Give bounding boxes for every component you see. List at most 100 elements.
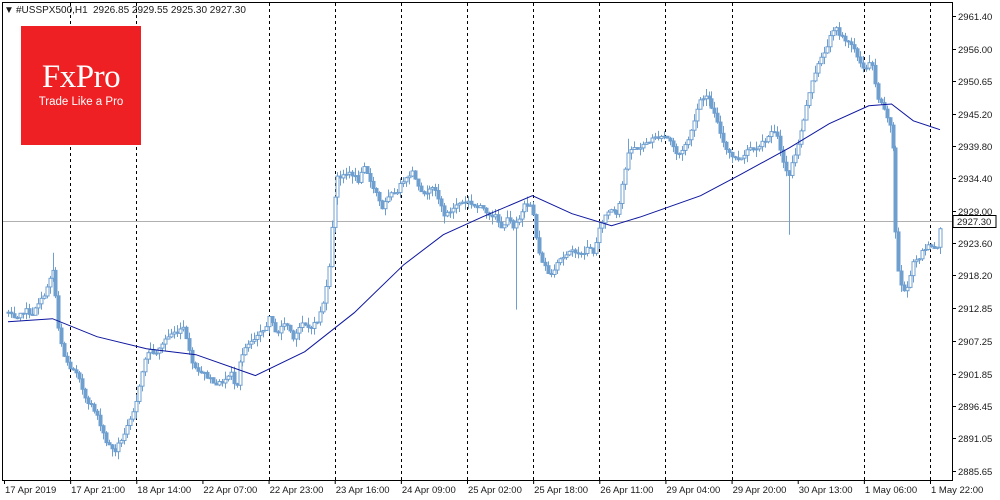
- candle-body: [819, 56, 824, 65]
- candle-body: [333, 196, 338, 228]
- candle-body: [401, 181, 406, 185]
- candle-body: [196, 367, 201, 372]
- candles: [6, 22, 943, 460]
- candle-body: [273, 322, 278, 333]
- candle-body: [852, 44, 857, 50]
- candle-body: [825, 46, 830, 54]
- candle-body: [454, 204, 459, 209]
- x-tick-label: 30 Apr 13:00: [799, 485, 853, 496]
- candle-body: [101, 425, 106, 434]
- candle-body: [546, 265, 551, 274]
- candle-body: [315, 321, 320, 324]
- chart-header: ▼ #USSPX500,H1 2926.85 2929.55 2925.30 2…: [4, 5, 246, 16]
- collapse-arrow-icon[interactable]: ▼: [4, 5, 14, 16]
- candle-body: [908, 275, 913, 288]
- price-axis[interactable]: 2961.40 2956.00 2950.65 2945.20 2939.80 2934.…: [952, 12, 997, 478]
- candle-body: [223, 378, 228, 384]
- x-tick-label: 23 Apr 16:00: [336, 485, 390, 496]
- candle-body: [522, 203, 527, 213]
- candle-body: [386, 196, 391, 203]
- candle-body: [686, 139, 691, 146]
- candle-body: [888, 117, 893, 126]
- candle-body: [80, 378, 85, 390]
- candle-body: [288, 324, 293, 332]
- candle-body: [873, 64, 878, 85]
- candle-body: [33, 307, 38, 316]
- candle-body: [261, 329, 266, 333]
- candle-body: [243, 347, 248, 356]
- y-tick-label: 2945.20: [958, 110, 992, 121]
- candle-body: [439, 198, 444, 207]
- y-tick-label: 2885.65: [958, 467, 992, 478]
- candle-body: [638, 147, 643, 150]
- candle-body: [258, 331, 263, 336]
- x-tick-label: 1 May 22:00: [931, 485, 983, 496]
- candle-body: [926, 244, 931, 250]
- candle-body: [83, 388, 88, 399]
- x-tick-label: 22 Apr 07:00: [203, 485, 257, 496]
- candle-body: [620, 183, 625, 205]
- candle-body: [784, 161, 789, 172]
- candle-body: [712, 107, 717, 114]
- candle-body: [484, 207, 489, 214]
- candle-body: [597, 227, 602, 244]
- candle-body: [134, 400, 139, 413]
- candle-body: [701, 98, 706, 101]
- candle-body: [143, 358, 148, 373]
- y-tick-label: 2923.60: [958, 239, 992, 250]
- candle-body: [709, 98, 714, 109]
- candle-body: [531, 204, 536, 216]
- candle-body: [573, 249, 578, 254]
- candle-body: [647, 141, 652, 144]
- ohlc-readout: 2926.85 2929.55 2925.30 2927.30: [93, 5, 246, 16]
- candle-body: [327, 266, 332, 288]
- candle-body: [62, 343, 67, 357]
- candle-body: [166, 336, 171, 340]
- candle-body: [914, 259, 919, 263]
- candle-body: [799, 130, 804, 145]
- candle-body: [335, 175, 340, 198]
- candle-body: [849, 41, 854, 46]
- y-tick-label: 2896.45: [958, 402, 992, 413]
- candle-body: [178, 328, 183, 334]
- candle-body: [36, 303, 41, 309]
- candle-body: [306, 324, 311, 328]
- candle-body: [59, 327, 64, 345]
- y-tick-label: 2918.20: [958, 271, 992, 282]
- candle-body: [238, 361, 243, 386]
- candle-body: [445, 211, 450, 217]
- y-tick-label: 2956.00: [958, 45, 992, 56]
- candle-body: [882, 102, 887, 110]
- candle-body: [935, 246, 940, 249]
- candle-body: [724, 141, 729, 150]
- candle-body: [683, 144, 688, 151]
- logo-tagline: Trade Like a Pro: [38, 96, 124, 108]
- candle-body: [252, 339, 257, 342]
- candle-body: [125, 424, 130, 435]
- x-tick-label: 24 Apr 09:00: [402, 485, 456, 496]
- candle-body: [623, 168, 628, 185]
- candle-body: [920, 250, 925, 260]
- candle-body: [742, 154, 747, 159]
- candle-body: [807, 92, 812, 106]
- candle-body: [855, 48, 860, 58]
- candle-body: [122, 433, 127, 442]
- candle-body: [698, 99, 703, 110]
- day-separators: [70, 3, 931, 480]
- candle-body: [368, 173, 373, 182]
- candle-body: [404, 177, 409, 183]
- x-tick-label: 25 Apr 02:00: [468, 485, 522, 496]
- plot-frame: [2, 2, 953, 481]
- candle-body: [193, 362, 198, 369]
- candle-body: [665, 135, 670, 139]
- candle-body: [790, 162, 795, 176]
- x-tick-label: 17 Apr 2019: [5, 485, 56, 496]
- candle-body: [365, 166, 370, 175]
- candle-body: [905, 286, 910, 292]
- candle-body: [371, 180, 376, 190]
- time-axis[interactable]: 17 Apr 2019 17 Apr 21:00 18 Apr 14:00 22 Ap…: [4, 480, 984, 496]
- candle-body: [398, 183, 403, 193]
- candle-body: [71, 368, 76, 371]
- candle-body: [419, 185, 424, 193]
